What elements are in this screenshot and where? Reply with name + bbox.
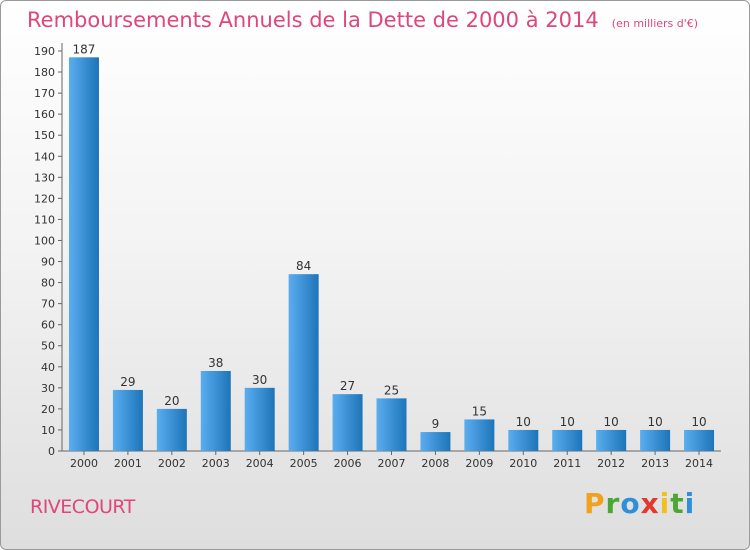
y-tick-label: 60 <box>41 319 55 332</box>
bar-2000 <box>68 57 99 451</box>
y-tick-label: 50 <box>41 340 55 353</box>
y-tick-label: 70 <box>41 298 55 311</box>
logo-letter: x <box>640 487 660 520</box>
bar-2003 <box>200 371 231 451</box>
value-label-2007: 25 <box>384 383 399 397</box>
y-tick-label: 40 <box>41 361 55 374</box>
x-tick-label-2010: 2010 <box>509 457 537 470</box>
bar-2005 <box>288 274 319 451</box>
x-tick-label-2006: 2006 <box>334 457 362 470</box>
x-tick-label-2013: 2013 <box>641 457 669 470</box>
y-tick-label: 100 <box>34 234 55 247</box>
x-tick-label-2000: 2000 <box>70 457 98 470</box>
value-label-2008: 9 <box>432 417 440 431</box>
bar-2013 <box>640 429 671 451</box>
y-tick-label: 190 <box>34 45 55 58</box>
logo-letter: i <box>659 487 671 520</box>
value-label-2002: 20 <box>164 394 179 408</box>
x-tick-label-2011: 2011 <box>553 457 581 470</box>
bar-2001 <box>112 389 143 451</box>
y-tick-label: 20 <box>41 403 55 416</box>
value-label-2011: 10 <box>560 415 575 429</box>
x-tick-label-2014: 2014 <box>685 457 713 470</box>
value-label-2009: 15 <box>472 404 487 418</box>
value-label-2010: 10 <box>516 415 531 429</box>
value-label-2006: 27 <box>340 379 355 393</box>
proxiti-logo: Proxiti <box>584 487 695 520</box>
value-label-2005: 84 <box>296 259 311 273</box>
bar-2004 <box>244 387 275 451</box>
y-tick-label: 170 <box>34 87 55 100</box>
logo-letter: i <box>684 487 696 520</box>
y-tick-label: 130 <box>34 171 55 184</box>
x-tick-label-2005: 2005 <box>290 457 318 470</box>
value-label-2014: 10 <box>691 415 706 429</box>
bar-2010 <box>508 429 539 451</box>
x-tick-label-2009: 2009 <box>465 457 493 470</box>
value-label-2012: 10 <box>604 415 619 429</box>
x-tick-label-2008: 2008 <box>421 457 449 470</box>
x-tick-label-2003: 2003 <box>202 457 230 470</box>
value-label-2003: 38 <box>208 356 223 370</box>
y-tick-label: 110 <box>34 213 55 226</box>
chart-title-row: Remboursements Annuels de la Dette de 20… <box>27 8 698 32</box>
logo-letter: r <box>605 487 621 520</box>
bar-2006 <box>332 394 363 451</box>
x-tick-label-2001: 2001 <box>114 457 142 470</box>
value-label-2000: 187 <box>73 42 96 56</box>
bar-2012 <box>596 429 627 451</box>
x-tick-label-2012: 2012 <box>597 457 625 470</box>
bar-2014 <box>684 429 715 451</box>
chart-unit: (en milliers d'€) <box>611 17 699 30</box>
x-tick-label-2007: 2007 <box>378 457 406 470</box>
y-tick-label: 0 <box>48 445 55 458</box>
y-tick-label: 120 <box>34 192 55 205</box>
y-tick-label: 140 <box>34 150 55 163</box>
commune-name: RIVECOURT <box>30 496 135 518</box>
y-tick-label: 10 <box>41 424 55 437</box>
y-tick-label: 160 <box>34 108 55 121</box>
y-tick-label: 180 <box>34 66 55 79</box>
bar-2008 <box>420 432 451 451</box>
y-tick-label: 80 <box>41 277 55 290</box>
value-label-2001: 29 <box>120 375 135 389</box>
bar-2009 <box>464 419 495 451</box>
bar-2011 <box>552 429 583 451</box>
logo-letter: t <box>670 487 685 520</box>
bar-2007 <box>376 398 407 451</box>
logo-letter: o <box>620 487 641 520</box>
chart-title: Remboursements Annuels de la Dette de 20… <box>27 8 599 32</box>
logo-letter: P <box>584 487 606 520</box>
y-tick-label: 150 <box>34 129 55 142</box>
x-tick-label-2002: 2002 <box>158 457 186 470</box>
y-tick-label: 30 <box>41 382 55 395</box>
y-tick-label: 90 <box>41 256 55 269</box>
value-label-2013: 10 <box>647 415 662 429</box>
bar-2002 <box>156 408 187 451</box>
x-tick-label-2004: 2004 <box>246 457 274 470</box>
value-label-2004: 30 <box>252 373 267 387</box>
